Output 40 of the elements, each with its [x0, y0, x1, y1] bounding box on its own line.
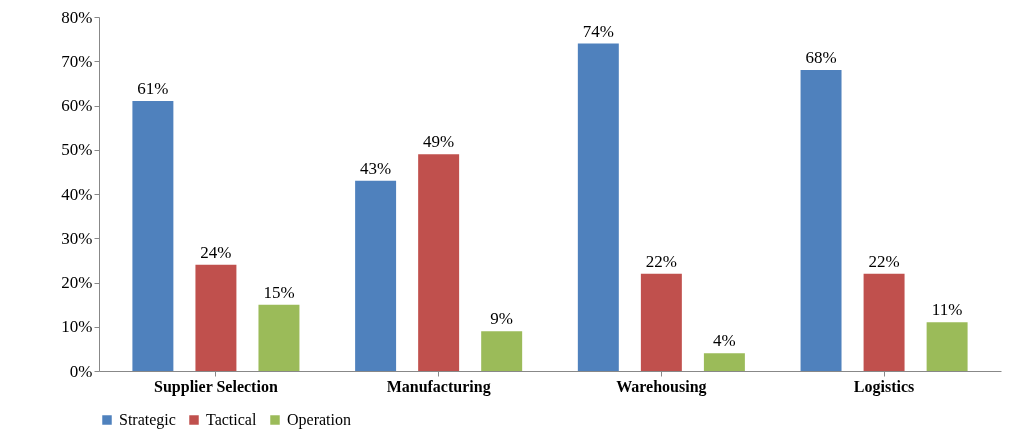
data-label: 43%	[360, 158, 392, 178]
data-label: 11%	[931, 300, 963, 320]
y-tick-label: 0%	[69, 361, 93, 381]
data-label: 9%	[490, 309, 514, 329]
data-label: 4%	[713, 331, 736, 351]
data-label: 68%	[805, 48, 837, 68]
x-tick-label: Manufacturing	[386, 377, 491, 396]
y-tick-label: 40%	[61, 184, 93, 204]
data-label: 22%	[868, 251, 900, 271]
data-label: 24%	[200, 242, 232, 262]
legend-label: Tactical	[206, 411, 257, 428]
y-tick-label: 20%	[61, 273, 93, 292]
data-label: 74%	[582, 21, 614, 41]
bar	[195, 264, 237, 371]
data-label: 61%	[137, 79, 169, 99]
y-tick-label: 60%	[61, 96, 93, 115]
bar	[355, 180, 397, 371]
data-label: 15%	[263, 282, 295, 302]
y-tick-label: 80%	[61, 7, 93, 27]
bar	[577, 43, 619, 371]
legend-label: Operation	[287, 411, 351, 429]
data-label: 49%	[423, 132, 455, 152]
y-tick-label: 70%	[61, 51, 93, 71]
bar	[863, 273, 905, 371]
y-tick-label: 50%	[61, 140, 93, 160]
bar	[258, 304, 300, 371]
legend-label: Strategic	[119, 411, 176, 429]
bar	[481, 331, 523, 371]
bar	[926, 322, 968, 371]
y-tick-label: 10%	[61, 317, 93, 337]
bar	[800, 70, 842, 371]
data-label: 22%	[645, 251, 677, 271]
bar	[132, 101, 174, 371]
x-tick-label: Supplier Selection	[154, 377, 278, 396]
x-tick-label: Logistics	[853, 377, 915, 396]
x-tick-label: Warehousing	[616, 377, 707, 396]
bar	[640, 273, 682, 371]
bar	[703, 353, 745, 371]
bar	[418, 154, 460, 371]
y-tick-label: 30%	[61, 228, 93, 248]
